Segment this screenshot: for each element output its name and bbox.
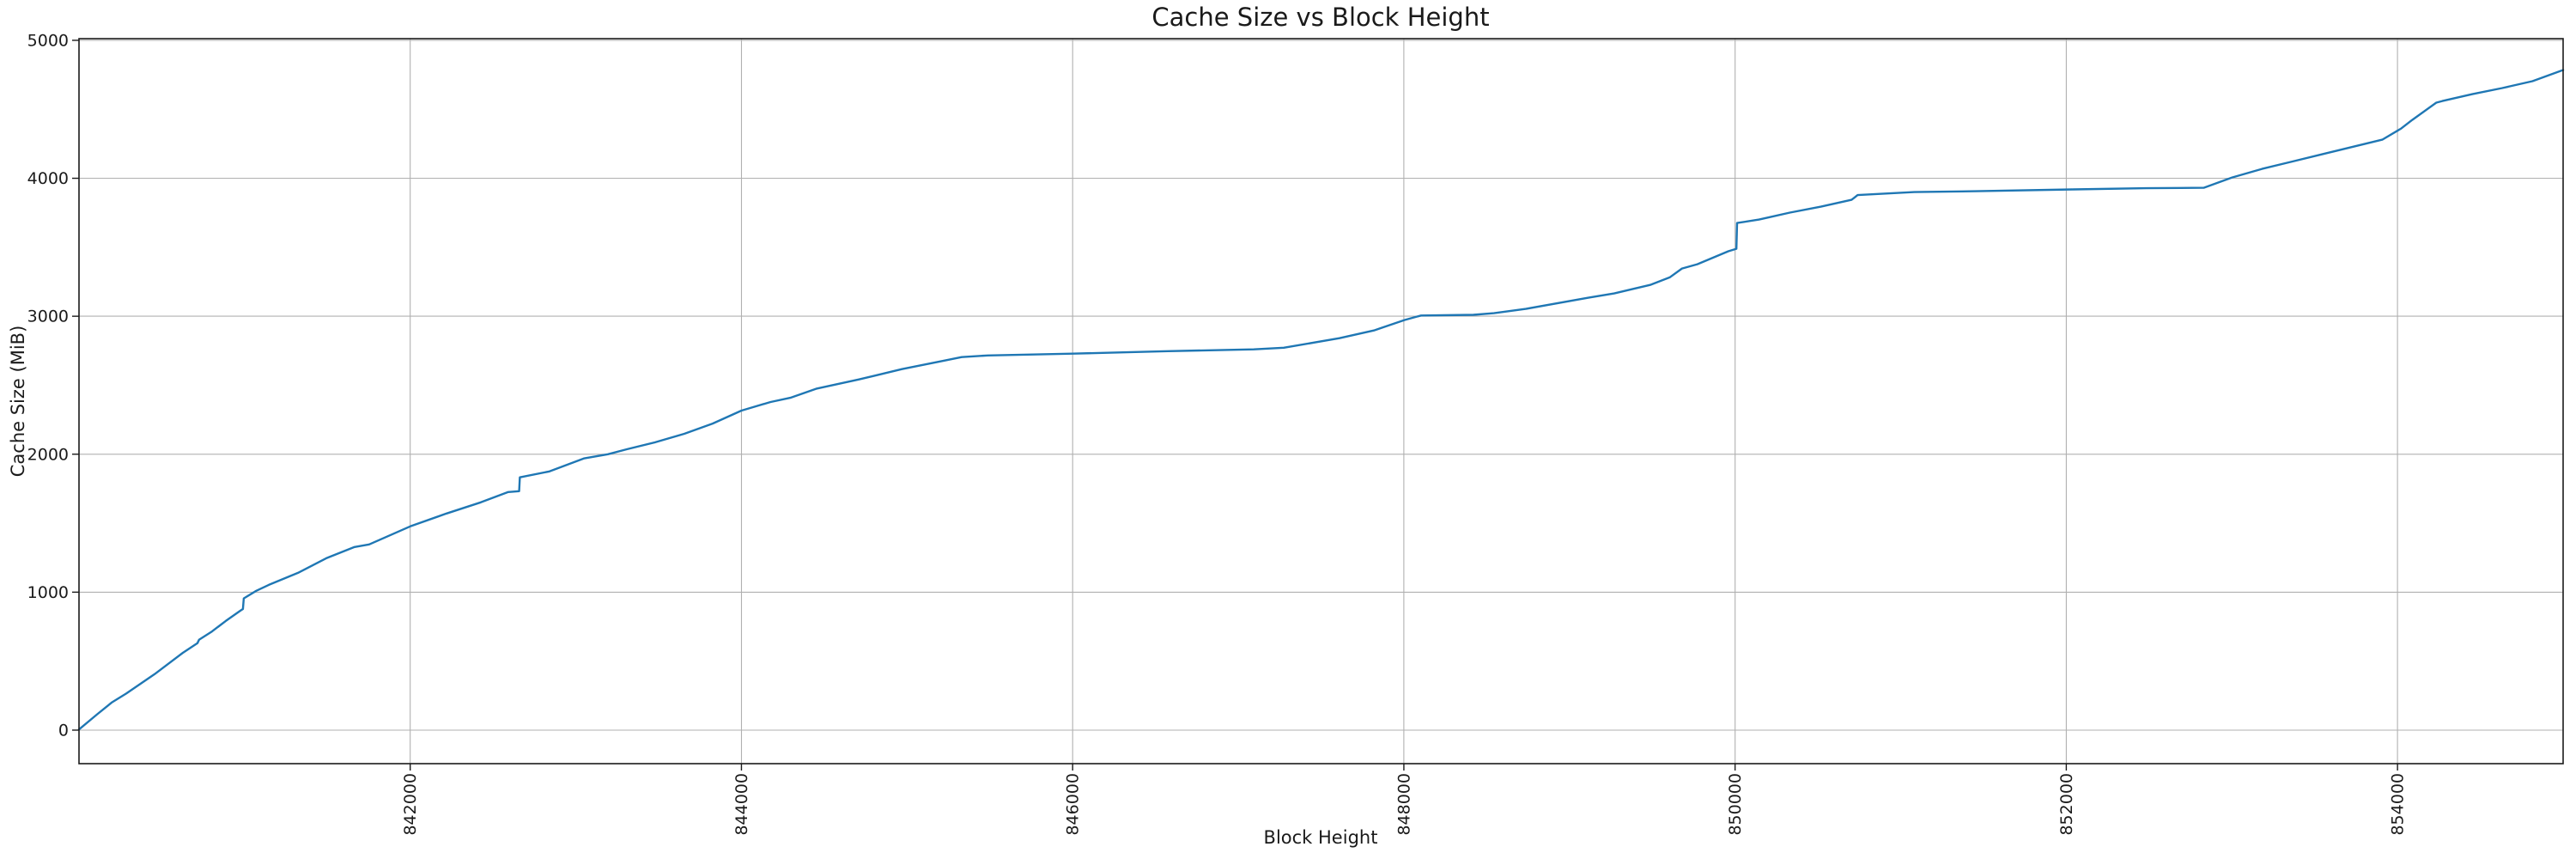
x-tick-label: 846000 [1064, 773, 1083, 836]
data-series-layer [77, 69, 2565, 731]
y-tick-label: 2000 [27, 445, 69, 464]
y-tick-label: 5000 [27, 31, 69, 50]
y-tick-label: 1000 [27, 583, 69, 602]
x-axis-label: Block Height [1264, 827, 1378, 848]
y-tick-label: 4000 [27, 169, 69, 188]
x-tick-label: 842000 [401, 773, 420, 836]
x-tick-label: 852000 [2057, 773, 2076, 836]
y-tick-label: 0 [58, 721, 69, 740]
y-axis-label: Cache Size (MiB) [8, 326, 28, 478]
x-tick-label: 844000 [732, 773, 751, 836]
x-tick-label: 854000 [2389, 773, 2408, 836]
tick-labels: 842000 844000 846000 848000 850000 852000 8540… [27, 31, 2408, 835]
tick-marks [72, 40, 2398, 771]
x-tick-label: 850000 [1726, 773, 1745, 836]
plot-border [78, 38, 2564, 765]
series-line-cache-size [77, 69, 2565, 731]
chart-title: Cache Size vs Block Height [1151, 3, 1489, 32]
x-tick-label: 848000 [1394, 773, 1413, 836]
grid-lines [79, 39, 2563, 764]
y-tick-label: 3000 [27, 308, 69, 326]
